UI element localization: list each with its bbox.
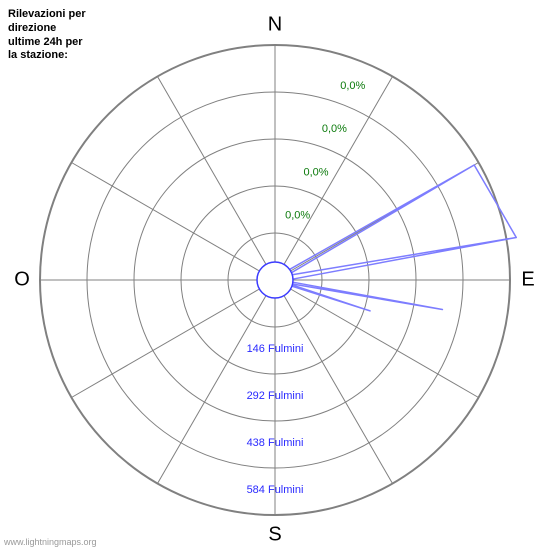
center-circle bbox=[257, 262, 293, 298]
pct-label: 0,0% bbox=[303, 166, 328, 178]
grid-radial bbox=[71, 163, 259, 272]
ring-value-label: 438 Fulmini bbox=[247, 437, 304, 449]
polar-chart: N S E O 0,0% 0,0% 0,0% 0,0% 146 Fulmini 292 Fulmi… bbox=[0, 0, 550, 550]
rose-outline bbox=[290, 165, 517, 311]
chart-title: Rilevazioni per direzione ultime 24h per… bbox=[8, 8, 86, 63]
cardinal-label: E bbox=[521, 268, 534, 290]
pct-label: 0,0% bbox=[322, 123, 347, 135]
grid-radial bbox=[71, 289, 259, 398]
ring-value-label: 292 Fulmini bbox=[247, 390, 304, 402]
pct-label: 0,0% bbox=[340, 80, 365, 92]
grid-radial bbox=[291, 289, 479, 398]
ring-value-label: 584 Fulmini bbox=[247, 484, 304, 496]
grid-radial bbox=[158, 76, 267, 264]
cardinal-label: S bbox=[268, 523, 281, 545]
grid-radial bbox=[284, 76, 393, 264]
cardinal-label: N bbox=[268, 13, 282, 35]
pct-label: 0,0% bbox=[285, 210, 310, 222]
ring-value-label: 146 Fulmini bbox=[247, 343, 304, 355]
attribution-text: www.lightningmaps.org bbox=[4, 537, 97, 547]
cardinal-label: O bbox=[14, 268, 30, 290]
